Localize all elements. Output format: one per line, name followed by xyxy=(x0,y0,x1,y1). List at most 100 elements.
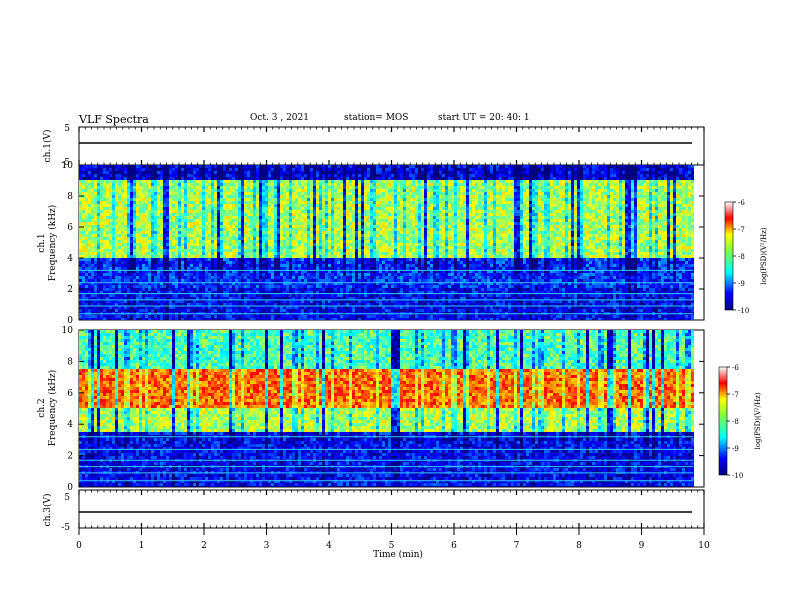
spectrogram-cell xyxy=(124,285,127,288)
spectrogram-cell xyxy=(127,204,130,207)
spectrogram-cell xyxy=(148,234,151,237)
spectrogram-cell xyxy=(337,207,340,210)
spectrogram-cell xyxy=(256,186,259,189)
spectrogram-cell xyxy=(259,267,262,270)
spectrogram-cell xyxy=(328,291,331,294)
spectrogram-cell xyxy=(169,180,172,183)
spectrogram-cell xyxy=(139,222,142,225)
spectrogram-cell xyxy=(247,231,250,234)
spectrogram-cell xyxy=(109,300,112,303)
spectrogram-cell xyxy=(115,279,118,282)
spectrogram-cell xyxy=(253,213,256,216)
spectrogram-cell xyxy=(226,219,229,222)
spectrogram-cell xyxy=(136,192,139,195)
spectrogram-cell xyxy=(235,285,238,288)
spectrogram-cell xyxy=(319,261,322,264)
spectrogram-cell xyxy=(184,273,187,276)
spectrogram-cell xyxy=(292,168,295,171)
spectrogram-cell xyxy=(289,288,292,291)
spectrogram-cell xyxy=(193,210,196,213)
spectrogram-cell xyxy=(298,264,301,267)
spectrogram-cell xyxy=(181,276,184,279)
spectrogram-cell xyxy=(319,201,322,204)
spectrogram-cell xyxy=(274,186,277,189)
spectrogram-cell xyxy=(154,297,157,300)
spectrogram-cell xyxy=(196,174,199,177)
spectrogram-cell xyxy=(193,201,196,204)
spectrogram-cell xyxy=(274,300,277,303)
spectrogram-cell xyxy=(88,276,91,279)
spectrogram-cell xyxy=(310,300,313,303)
spectrogram-cell xyxy=(94,297,97,300)
spectrogram-cell xyxy=(226,318,229,320)
spectrogram-cell xyxy=(262,237,265,240)
spectrogram-cell xyxy=(298,171,301,174)
spectrogram-cell xyxy=(115,195,118,198)
spectrogram-cell xyxy=(322,273,325,276)
spectrogram-cell xyxy=(313,204,316,207)
spectrogram-cell xyxy=(265,171,268,174)
spectrogram-cell xyxy=(85,273,88,276)
spectrogram-cell xyxy=(205,186,208,189)
spectrogram-cell xyxy=(193,228,196,231)
spectrogram-cell xyxy=(199,282,202,285)
spectrogram-cell xyxy=(82,315,85,318)
spectrogram-cell xyxy=(262,225,265,228)
spectrogram-cell xyxy=(274,279,277,282)
spectrogram-cell xyxy=(253,201,256,204)
spectrogram-cell xyxy=(304,288,307,291)
spectrogram-cell xyxy=(136,177,139,180)
spectrogram-cell xyxy=(241,198,244,201)
spectrogram-cell xyxy=(187,207,190,210)
spectrogram-cell xyxy=(211,204,214,207)
spectrogram-cell xyxy=(157,273,160,276)
spectrogram-cell xyxy=(124,207,127,210)
spectrogram-cell xyxy=(220,234,223,237)
spectrogram-cell xyxy=(331,318,334,320)
spectrogram-cell xyxy=(283,189,286,192)
spectrogram-cell xyxy=(223,186,226,189)
spectrogram-cell xyxy=(235,195,238,198)
spectrogram-cell xyxy=(277,243,280,246)
spectrogram-cell xyxy=(145,294,148,297)
spectrogram-cell xyxy=(340,246,343,249)
spectrogram-cell xyxy=(307,249,310,252)
spectrogram-cell xyxy=(247,264,250,267)
spectrogram-cell xyxy=(121,282,124,285)
spectrogram-cell xyxy=(256,222,259,225)
spectrogram-cell xyxy=(304,168,307,171)
spectrogram-cell xyxy=(352,228,355,231)
spectrogram-cell xyxy=(97,207,100,210)
spectrogram-cell xyxy=(187,306,190,309)
spectrogram-cell xyxy=(82,267,85,270)
spectrogram-cell xyxy=(196,201,199,204)
spectrogram-cell xyxy=(244,171,247,174)
spectrogram-cell xyxy=(313,303,316,306)
spectrogram-cell xyxy=(130,183,133,186)
spectrogram-cell xyxy=(292,267,295,270)
spectrogram-cell xyxy=(211,240,214,243)
spectrogram-cell xyxy=(211,183,214,186)
spectrogram-cell xyxy=(163,231,166,234)
spectrogram-cell xyxy=(184,198,187,201)
spectrogram-cell xyxy=(85,192,88,195)
spectrogram-cell xyxy=(343,171,346,174)
spectrogram-cell xyxy=(106,309,109,312)
spectrogram-cell xyxy=(334,288,337,291)
spectrogram-cell xyxy=(226,267,229,270)
spectrogram-cell xyxy=(211,318,214,320)
spectrogram-cell xyxy=(118,234,121,237)
spectrogram-cell xyxy=(241,273,244,276)
spectrogram-cell xyxy=(142,231,145,234)
spectrogram-cell xyxy=(199,219,202,222)
spectrogram-cell xyxy=(193,276,196,279)
spectrogram-cell xyxy=(118,213,121,216)
spectrogram-cell xyxy=(313,291,316,294)
spectrogram-cell xyxy=(97,222,100,225)
spectrogram-cell xyxy=(262,174,265,177)
spectrogram-cell xyxy=(334,174,337,177)
spectrogram-cell xyxy=(325,285,328,288)
spectrogram-cell xyxy=(256,195,259,198)
spectrogram-cell xyxy=(202,243,205,246)
spectrogram-cell xyxy=(346,270,349,273)
